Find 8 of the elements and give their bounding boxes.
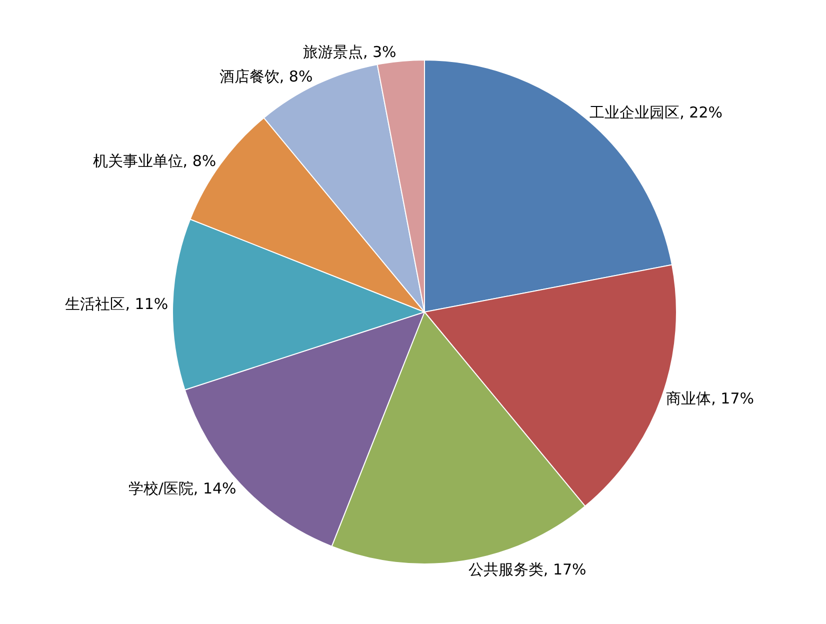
slice-label: 学校/医院, 14% [128,480,236,498]
slice-label: 酒店餐饮, 8% [219,68,313,86]
slice-label: 生活社区, 11% [65,295,168,314]
slice-label: 工业企业园区, 22% [590,103,723,122]
slice-label: 机关事业单位, 8% [92,152,216,170]
slice-label: 商业体, 17% [666,389,754,408]
slice-label: 公共服务类, 17% [468,560,586,579]
slice-label: 旅游景点, 3% [302,43,396,62]
